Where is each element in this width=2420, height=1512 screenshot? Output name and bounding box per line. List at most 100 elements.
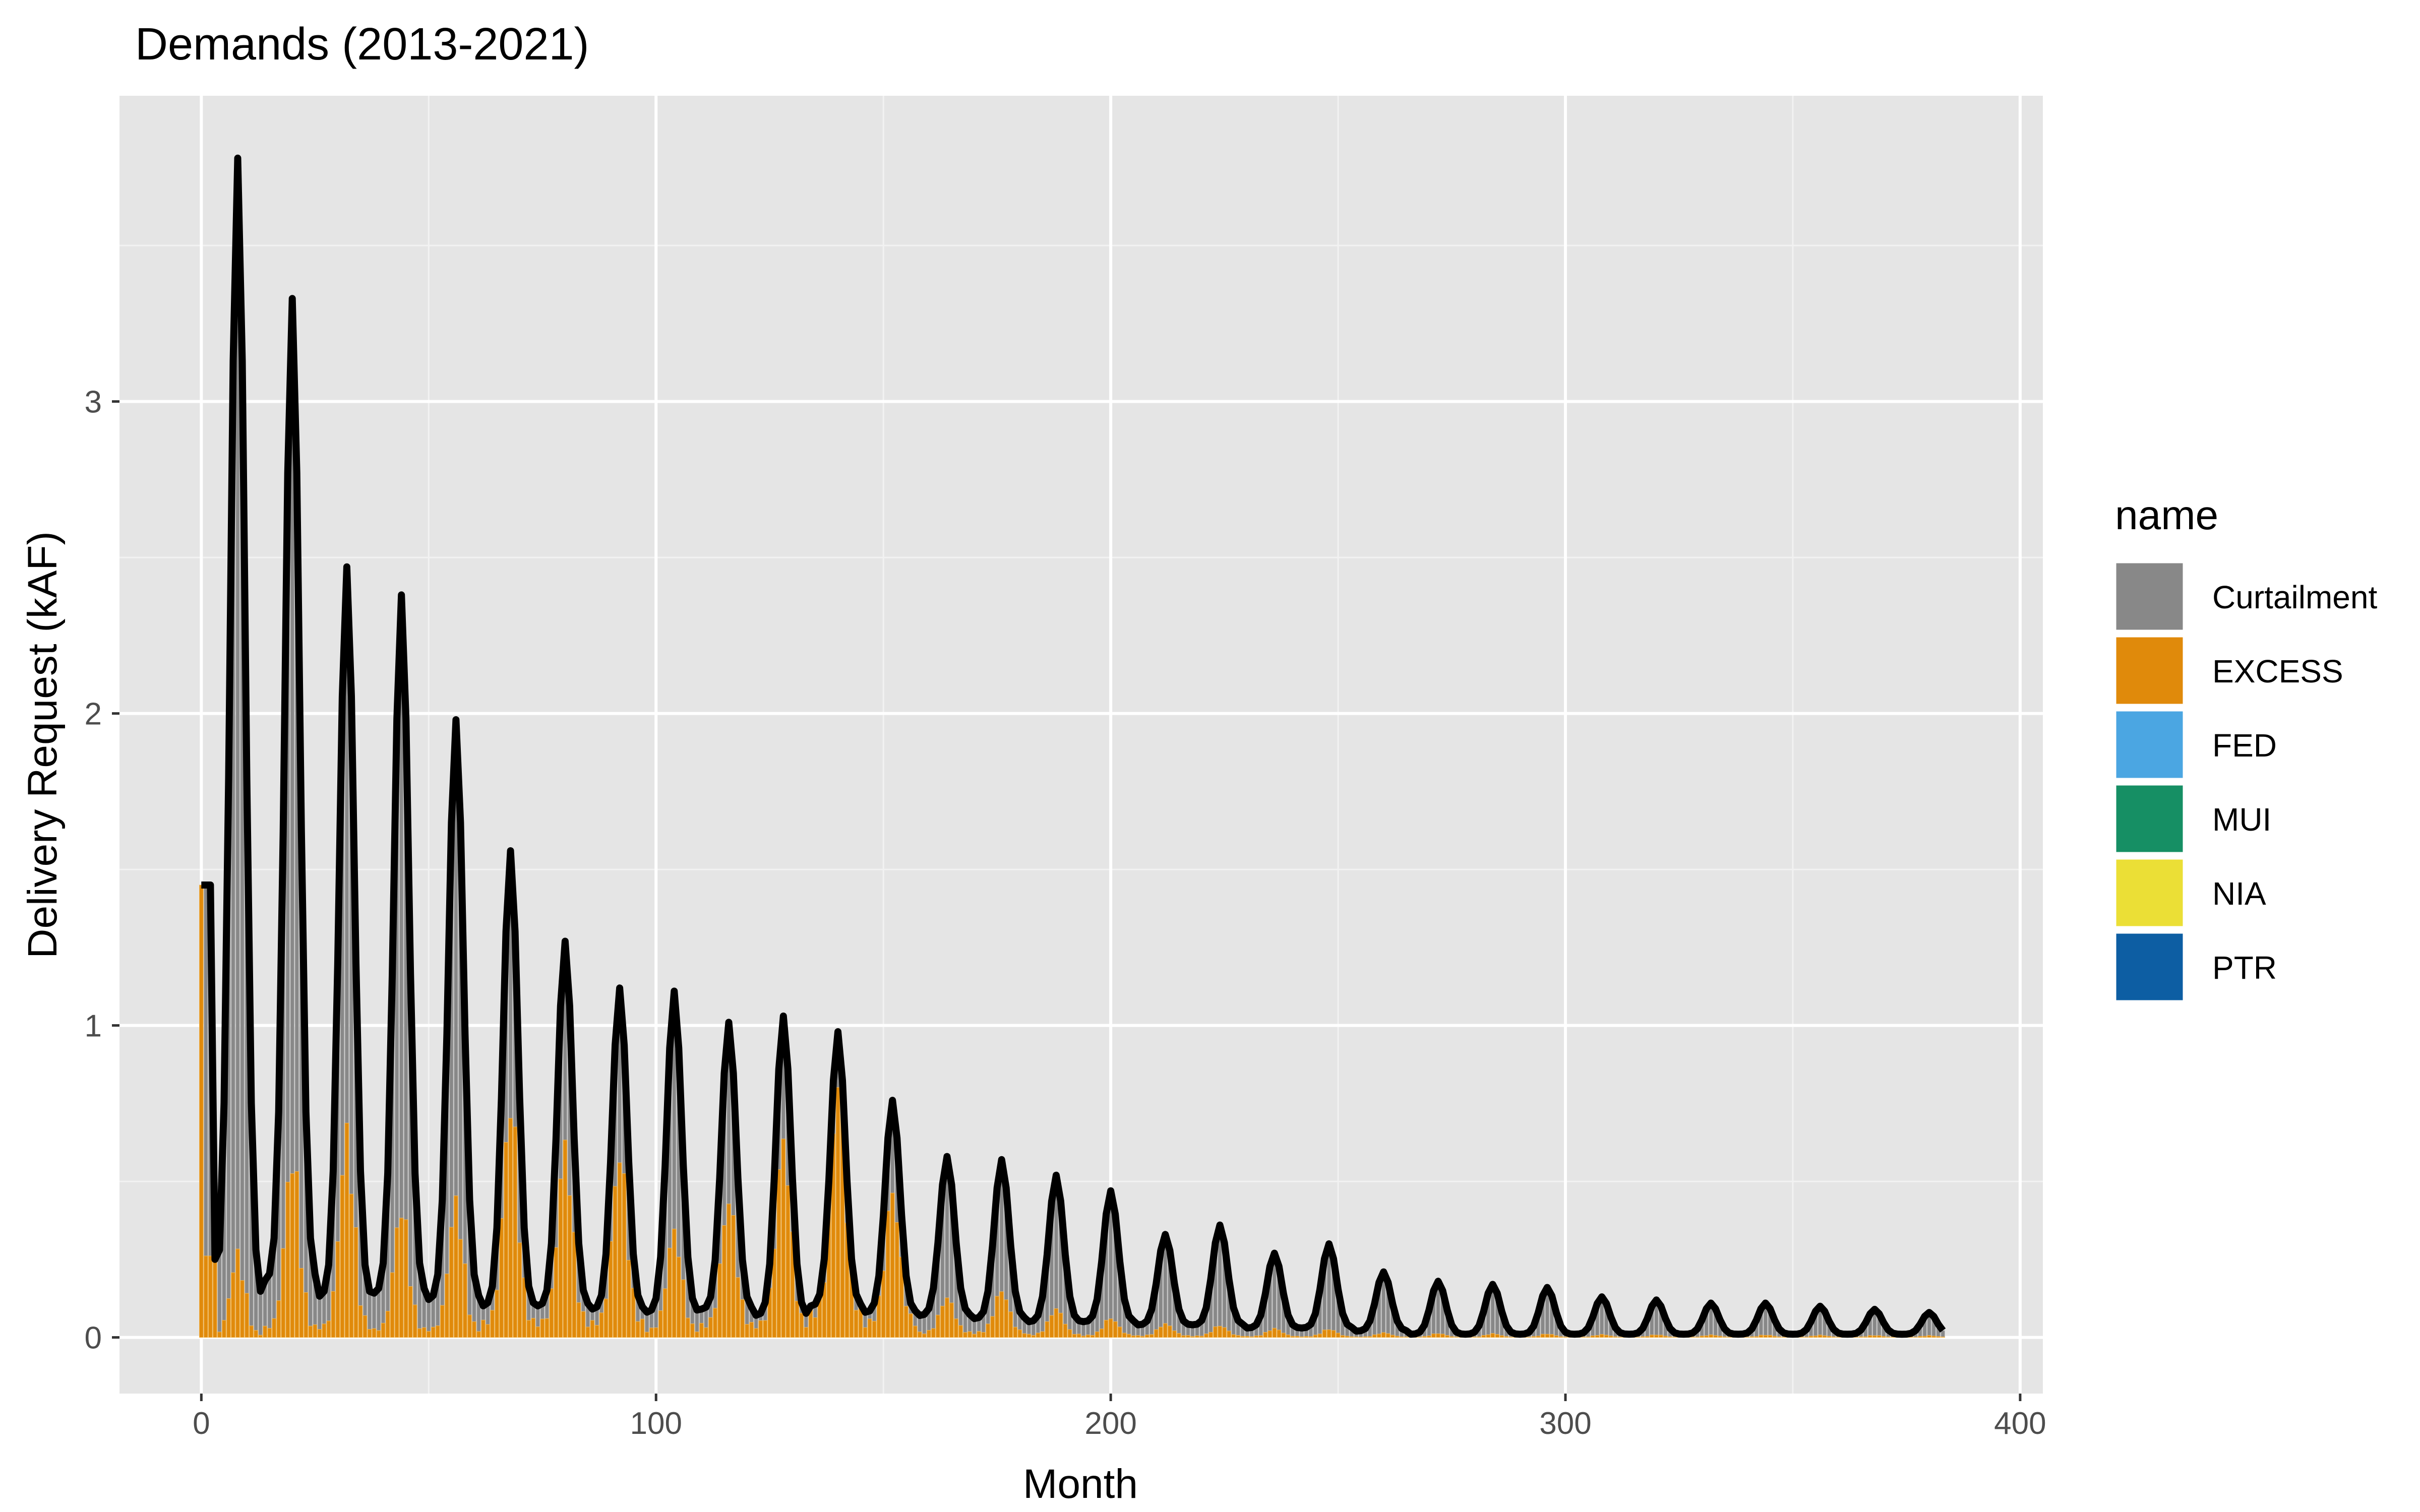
bar-excess	[531, 1318, 536, 1338]
bar-excess	[517, 1242, 522, 1338]
bar-excess	[235, 1248, 240, 1338]
bar-excess	[1322, 1330, 1327, 1338]
bar-excess	[540, 1318, 545, 1338]
bar-excess	[922, 1334, 927, 1338]
bar-excess	[1608, 1336, 1613, 1338]
bar-excess	[954, 1318, 958, 1338]
bar-excess	[1727, 1337, 1731, 1338]
bar-excess	[1867, 1335, 1872, 1338]
bar-excess	[1590, 1335, 1595, 1338]
bar-excess	[513, 1126, 517, 1338]
bar-excess	[1490, 1333, 1495, 1338]
bar-excess	[504, 1142, 508, 1338]
bar-excess	[1008, 1311, 1013, 1338]
bar-excess	[640, 1318, 645, 1338]
bar-excess	[1017, 1330, 1022, 1338]
bar-excess	[763, 1320, 767, 1338]
bar-excess	[931, 1328, 936, 1338]
bar-excess	[1763, 1335, 1768, 1338]
bar-excess	[1227, 1331, 1231, 1338]
bar-excess	[1144, 1335, 1150, 1338]
bar-excess	[563, 1140, 568, 1338]
bar-excess	[403, 1219, 408, 1338]
bar-excess	[1267, 1331, 1273, 1338]
bar-curtailment	[204, 885, 208, 1256]
bar-curtailment	[367, 1291, 372, 1330]
bar-excess	[308, 1326, 313, 1338]
bar-excess	[1222, 1327, 1227, 1338]
bar-excess	[467, 1314, 472, 1338]
bar-excess	[1672, 1337, 1677, 1338]
legend-key	[2113, 560, 2186, 633]
bar-excess	[1358, 1337, 1363, 1338]
bar-excess	[1231, 1334, 1236, 1338]
bar-excess	[544, 1318, 550, 1338]
bar-excess	[854, 1310, 859, 1338]
bar-excess	[1808, 1336, 1813, 1338]
bar-excess	[1508, 1337, 1514, 1338]
bar-excess	[372, 1328, 377, 1338]
bar-excess	[754, 1328, 758, 1338]
legend-label: Curtailment	[2212, 579, 2377, 615]
bar-excess	[881, 1271, 886, 1338]
bar-excess	[290, 1173, 295, 1338]
bar-excess	[804, 1327, 809, 1338]
bar-excess	[644, 1332, 649, 1338]
bar-excess	[1822, 1335, 1827, 1338]
bar-excess	[1199, 1336, 1204, 1338]
bar-excess	[1799, 1337, 1804, 1338]
bar-excess	[1827, 1336, 1832, 1338]
bar-excess	[736, 1277, 740, 1338]
bar-excess	[1941, 1337, 1945, 1338]
bar-excess	[1650, 1335, 1654, 1338]
bar-excess	[1690, 1337, 1695, 1338]
bar-excess	[1481, 1335, 1486, 1338]
bar-excess	[326, 1320, 331, 1338]
bar-excess	[1040, 1331, 1045, 1338]
bar-excess	[626, 1259, 631, 1338]
bar-excess	[1195, 1335, 1199, 1338]
bar-excess	[1772, 1336, 1777, 1338]
bar-excess	[358, 1305, 363, 1338]
bar-excess	[1913, 1337, 1918, 1338]
y-tick-label: 2	[85, 697, 102, 732]
y-axis-title: Delivery Request (kAF)	[20, 531, 66, 959]
y-tick-label: 1	[85, 1009, 102, 1044]
bar-excess	[495, 1290, 499, 1338]
legend-key	[2113, 709, 2186, 781]
bar-excess	[204, 1255, 208, 1338]
bar-curtailment	[426, 1299, 431, 1332]
bar-excess	[1240, 1336, 1245, 1338]
bar-excess	[1004, 1299, 1008, 1338]
bar-excess	[913, 1326, 918, 1338]
bar-excess	[208, 1255, 213, 1338]
bar-excess	[1936, 1336, 1941, 1338]
bar-excess	[1085, 1335, 1091, 1338]
bar-excess	[1431, 1334, 1436, 1338]
bar-excess	[1245, 1336, 1249, 1338]
bar-excess	[1418, 1337, 1422, 1338]
bar-excess	[704, 1327, 708, 1338]
bar-excess	[1927, 1335, 1931, 1338]
bar-excess	[1385, 1333, 1390, 1338]
bar-excess	[408, 1286, 413, 1338]
bar-excess	[267, 1328, 272, 1338]
legend-label: MUI	[2212, 801, 2271, 838]
bar-excess	[1131, 1335, 1136, 1338]
bar-excess	[885, 1211, 890, 1338]
x-axis-title: Month	[1023, 1461, 1138, 1507]
bar-excess	[1254, 1336, 1259, 1338]
bar-excess	[1877, 1335, 1882, 1338]
bar-excess	[1272, 1328, 1277, 1338]
chart-title: Demands (2013-2021)	[135, 19, 589, 70]
bar-excess	[1700, 1336, 1704, 1338]
bar-excess	[335, 1241, 340, 1338]
bar-excess	[1872, 1335, 1877, 1338]
bar-excess	[458, 1239, 463, 1338]
bar-excess	[613, 1186, 618, 1338]
bar-excess	[1190, 1336, 1195, 1338]
bar-excess	[1422, 1336, 1427, 1338]
bar-excess	[909, 1313, 913, 1338]
bar-excess	[1336, 1333, 1341, 1338]
bar-excess	[635, 1321, 640, 1338]
